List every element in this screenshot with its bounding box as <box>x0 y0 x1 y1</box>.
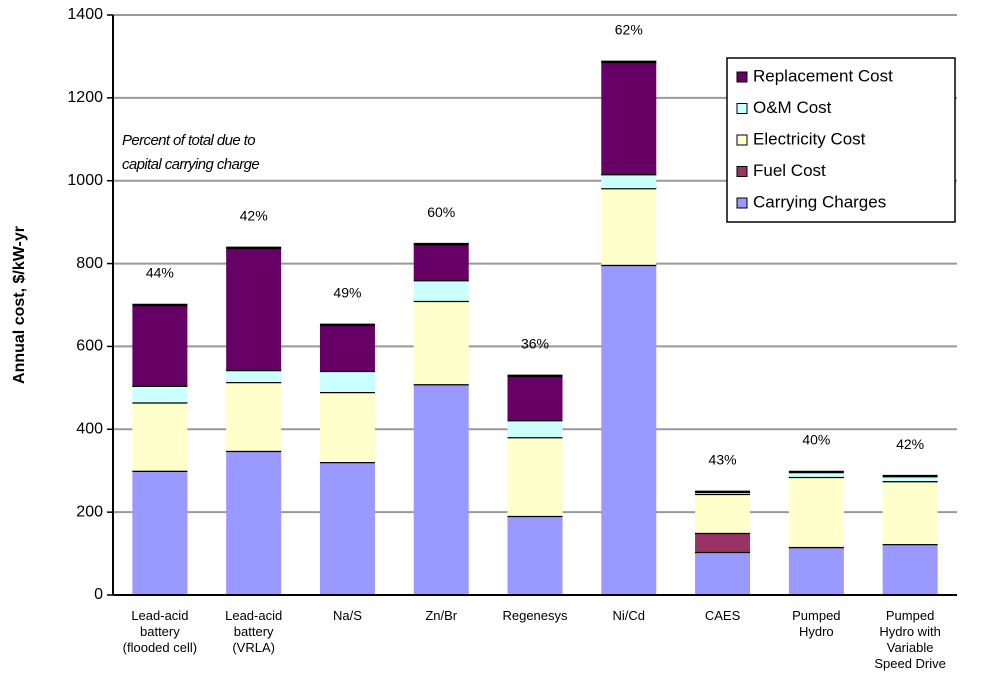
y-tick-label: 800 <box>76 255 103 272</box>
percent-label: 62% <box>615 22 643 38</box>
legend-swatch <box>736 134 748 146</box>
percent-label: 40% <box>802 432 830 448</box>
legend-box <box>726 57 956 223</box>
annotation: capital carrying charge <box>122 156 259 173</box>
bar-segment <box>413 280 469 301</box>
x-tick-label: Ni/Cd <box>613 608 646 623</box>
bar-segment <box>695 493 751 533</box>
bar-segment <box>788 546 844 595</box>
bar-segment <box>601 61 657 175</box>
annotation: Percent of total due to <box>122 132 255 149</box>
legend-swatch <box>736 166 748 177</box>
bar-segment <box>226 247 282 371</box>
bar-segment <box>132 470 188 595</box>
bar-segment <box>319 392 375 463</box>
y-tick-label: 1000 <box>67 172 103 189</box>
x-tick-label: Na/S <box>333 608 362 623</box>
x-tick-label: Lead-acid battery (flooded cell) <box>123 608 197 655</box>
percent-label: 42% <box>896 436 924 452</box>
legend-label: Carrying Charges <box>753 192 886 211</box>
bar-segment <box>413 384 469 595</box>
bar-segment <box>413 244 469 281</box>
legend-swatch <box>736 103 748 114</box>
legend-swatch <box>736 197 748 209</box>
bar-segment <box>132 305 188 386</box>
percent-label: 42% <box>240 208 268 224</box>
bar-segment <box>226 370 282 383</box>
bar-segment <box>507 375 563 421</box>
bar-segment <box>413 300 469 385</box>
legend-label: O&M Cost <box>753 98 832 117</box>
bar-segment <box>319 324 375 371</box>
bar-segment <box>601 188 657 265</box>
bar-segment <box>601 174 657 189</box>
bar-segment <box>132 385 188 403</box>
y-tick-label: 400 <box>76 421 103 438</box>
bar-segment <box>882 544 938 595</box>
bar-segment <box>507 515 563 595</box>
y-tick-label: 600 <box>76 338 103 355</box>
y-tick-label: 1400 <box>67 6 103 23</box>
legend-label: Electricity Cost <box>753 129 866 148</box>
bar-segment <box>319 462 375 595</box>
x-tick-label: Pumped Hydro <box>792 608 840 639</box>
legend-swatch <box>736 71 748 83</box>
bar-segment <box>788 471 844 477</box>
bar-segment <box>507 420 563 438</box>
y-tick-label: 1200 <box>67 89 103 106</box>
percent-label: 36% <box>521 336 549 352</box>
percent-label: 60% <box>427 204 455 220</box>
bar-segment <box>882 476 938 482</box>
x-tick-label: Pumped Hydro with Variable Speed Drive <box>874 608 946 671</box>
x-tick-label: Regenesys <box>502 608 568 623</box>
y-axis-title: Annual cost, $/kW-yr <box>11 226 28 384</box>
bar-segment <box>319 370 375 392</box>
bar-segment <box>226 450 282 595</box>
y-tick-label: 0 <box>94 586 103 603</box>
bar-segment <box>132 402 188 471</box>
percent-label: 44% <box>146 265 174 281</box>
percent-label: 49% <box>333 285 361 301</box>
bar-segment <box>601 264 657 595</box>
x-tick-label: Lead-acid battery (VRLA) <box>225 608 282 655</box>
x-tick-label: Zn/Br <box>425 608 457 623</box>
x-tick-label: CAES <box>705 608 741 623</box>
y-tick-label: 200 <box>76 503 103 520</box>
bar-segment <box>226 382 282 451</box>
bar-segment <box>507 437 563 516</box>
percent-label: 43% <box>709 452 737 468</box>
bar-segment <box>788 476 844 547</box>
bar-segment <box>695 551 751 595</box>
bar-segment <box>882 481 938 545</box>
legend-label: Fuel Cost <box>753 161 826 180</box>
bar-segment <box>695 532 751 552</box>
legend-label: Replacement Cost <box>753 66 893 85</box>
